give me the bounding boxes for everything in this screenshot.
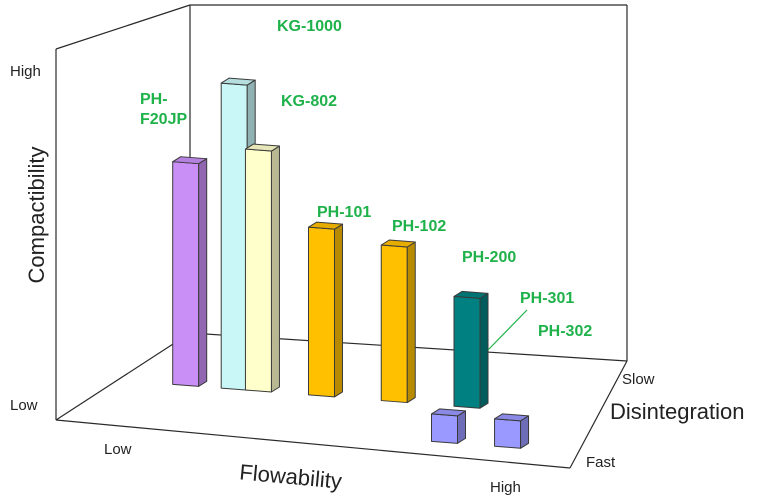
left-bottom-edge	[55, 332, 191, 421]
disintegration-slow-tick: Slow	[622, 371, 655, 388]
bar-top-face	[431, 408, 466, 417]
bar-ph-f20jp	[172, 156, 208, 387]
bar-labels-layer: PH-F20JP KG-1000 KG-802 PH-101 PH-102 PH-200 P…	[140, 18, 592, 351]
bar-top-face	[244, 143, 280, 152]
compactibility-low-tick: Low	[10, 397, 38, 414]
bar-side-face	[520, 415, 530, 449]
disintegration-fast-tick: Fast	[586, 454, 616, 471]
bar-ph-200	[453, 290, 489, 409]
flowability-low-tick: Low	[104, 441, 132, 458]
bar-top-face	[220, 77, 256, 86]
compactibility-high-tick: High	[10, 63, 41, 80]
bar-ph-301	[431, 408, 466, 444]
disintegration-axis-title: Disintegration	[610, 399, 745, 424]
bar-top-face	[308, 221, 343, 230]
bar-label-kg-1000: KG-1000	[277, 18, 342, 35]
bar-top-face	[494, 413, 530, 422]
flowability-high-tick: High	[490, 479, 521, 496]
bar-ph-102	[380, 239, 416, 404]
bar-label-kg-802: KG-802	[281, 93, 337, 110]
bar-top-face	[453, 290, 489, 299]
bar-side-face	[198, 158, 208, 387]
bar-front-face	[244, 148, 272, 393]
bar-top-face	[172, 156, 208, 165]
bar-front-face	[453, 295, 481, 409]
bar-top-face	[380, 239, 416, 248]
bar-front-face	[220, 82, 248, 391]
bar-side-face	[479, 292, 489, 409]
bar-ph-302	[494, 413, 530, 449]
bar-side-face	[457, 410, 466, 444]
bar-side-face	[270, 145, 280, 393]
bar-label-ph-f20jp: PH-F20JP	[140, 91, 187, 128]
bar-kg-802	[244, 143, 280, 393]
bars-layer	[172, 77, 530, 449]
bar-front-face	[380, 244, 408, 404]
bar-front-face	[172, 161, 200, 387]
disintegration-axis	[569, 360, 628, 469]
bar-front-face	[431, 413, 458, 444]
bar-label-ph-302: PH-302	[538, 323, 592, 340]
bar-front-face	[494, 418, 522, 449]
bar-side-face	[334, 223, 343, 398]
bar-front-face	[308, 226, 335, 398]
ph-301-leader-line	[487, 309, 528, 351]
bar-ph-101	[308, 221, 343, 398]
axis-tick-labels: High Low Low High Slow Fast	[10, 63, 655, 496]
compactibility-axis-title: Compactibility	[24, 147, 49, 284]
flowability-axis-title: Flowability	[238, 459, 343, 493]
bar-label-ph-301: PH-301	[520, 290, 574, 307]
bar-label-ph-102: PH-102	[392, 218, 446, 235]
left-top-edge	[55, 4, 191, 50]
bar-side-face	[406, 241, 416, 404]
bar-label-ph-101: PH-101	[317, 204, 371, 221]
flowability-axis	[55, 419, 571, 469]
bar-label-ph-200: PH-200	[462, 249, 516, 266]
